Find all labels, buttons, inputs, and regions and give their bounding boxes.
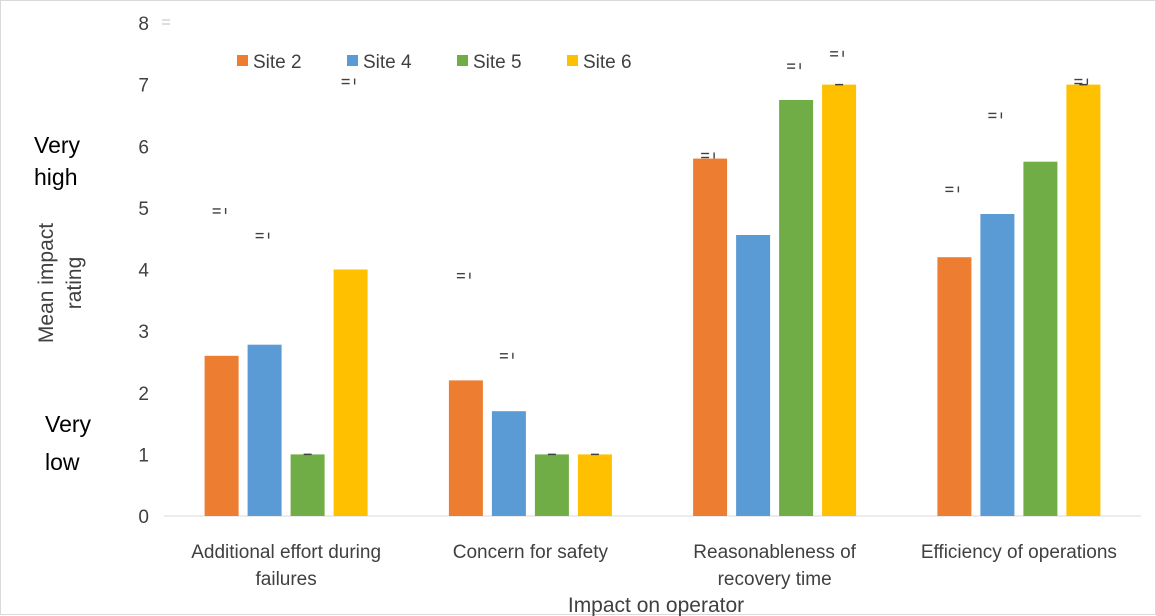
bar-site-5 (1023, 161, 1058, 516)
scale-anchor-low: low (45, 449, 80, 475)
y-axis-title: Mean impact (35, 223, 58, 343)
bar-site-6 (577, 454, 612, 516)
scale-anchor-low: Very (45, 411, 92, 437)
y-tick-label: 0 (138, 507, 149, 528)
x-category-label: Additional effort during (191, 542, 381, 563)
legend-label: Site 4 (363, 52, 412, 73)
legend-swatch (237, 55, 248, 66)
legend-swatch (347, 55, 358, 66)
x-category-label: Concern for safety (453, 542, 609, 563)
bar-site-4 (736, 235, 771, 516)
bar-site-4 (491, 411, 526, 516)
y-tick-label: 4 (138, 261, 149, 282)
legend-label: Site 5 (473, 52, 522, 73)
bar-site-6 (822, 84, 857, 516)
bar-site-2 (693, 158, 728, 516)
bar-site-5 (779, 100, 814, 516)
legend-swatch (567, 55, 578, 66)
y-tick-label: 2 (138, 384, 149, 405)
y-tick-label: 3 (138, 322, 149, 343)
bar-site-4 (247, 344, 282, 516)
legend-label: Site 2 (253, 52, 302, 73)
bar-site-2 (448, 380, 483, 516)
y-axis-title: rating (63, 257, 86, 310)
x-category-label: failures (256, 569, 317, 590)
x-category-label: recovery time (718, 569, 832, 590)
x-category-label: Reasonableness of (693, 542, 856, 563)
bar-site-6 (333, 269, 368, 516)
y-tick-label: 8 (138, 14, 149, 35)
legend-swatch (457, 55, 468, 66)
bar-site-4 (980, 214, 1015, 516)
bar-site-6 (1066, 84, 1101, 516)
bar-site-5 (534, 454, 569, 516)
legend-label: Site 6 (583, 52, 632, 73)
x-axis-title: Impact on operator (568, 594, 744, 616)
y-tick-label: 6 (138, 137, 149, 158)
bar-site-2 (937, 257, 972, 516)
scale-anchor-high: Very (34, 132, 81, 158)
y-tick-label: 1 (138, 445, 149, 466)
x-category-label: Efficiency of operations (921, 542, 1117, 563)
y-tick-label: 7 (138, 76, 149, 97)
y-tick-label: 5 (138, 199, 149, 220)
scale-anchor-high: high (34, 164, 77, 190)
bar-site-5 (290, 454, 325, 516)
bar-site-2 (204, 355, 239, 516)
